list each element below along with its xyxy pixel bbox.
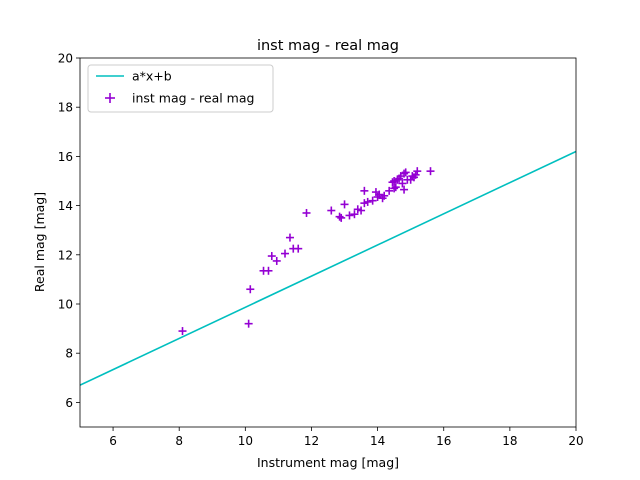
data-point [327,206,336,215]
data-point [281,249,290,258]
plot-frame [79,57,577,428]
data-point [244,319,253,328]
y-tick-label: 16 [58,150,73,164]
data-point [363,197,372,206]
data-point [401,168,410,177]
legend-label-scatter: inst mag - real mag [132,91,254,106]
data-point [357,206,366,215]
data-point [340,200,349,209]
y-axis-label: Real mag [mag] [32,192,47,292]
data-point [368,196,377,205]
legend-marker-swatch [105,93,115,103]
data-point [350,210,359,219]
fit-line [80,150,576,386]
y-axis: 6 8 10 12 14 16 18 20 [58,52,80,410]
x-tick-label: 12 [304,434,319,448]
data-point [385,186,394,195]
x-tick-label: 10 [238,434,253,448]
data-point [272,256,281,265]
x-tick-label: 16 [436,434,451,448]
y-tick-label: 20 [58,52,73,66]
data-point [391,183,400,192]
x-axis-label: Instrument mag [mag] [257,455,399,470]
data-point [426,167,435,176]
x-tick-label: 18 [502,434,517,448]
y-tick-label: 10 [58,298,73,312]
legend-label-line: a*x+b [132,69,172,84]
x-tick-label: 20 [568,434,583,448]
series-layer [80,150,576,386]
data-point [380,191,389,200]
y-tick-label: 12 [58,248,73,262]
data-point [345,211,354,220]
chart-title: inst mag - real mag [257,38,399,54]
legend-box [87,64,274,113]
plot-area [80,58,576,427]
data-point [390,184,399,193]
x-tick-label: 14 [370,434,385,448]
data-point [267,252,276,261]
data-point [413,167,422,176]
data-point [400,169,409,178]
data-point [302,208,311,217]
data-point [264,266,273,275]
y-tick-label: 14 [58,199,73,213]
data-point [246,285,255,294]
data-point [388,178,397,187]
data-point [360,186,369,195]
x-tick-label: 6 [109,434,117,448]
y-tick-label: 8 [65,347,73,361]
data-point [398,179,407,188]
data-point [285,233,294,242]
x-tick-label: 8 [175,434,183,448]
data-point [294,244,303,253]
data-point [178,327,187,336]
data-point [411,170,420,179]
data-point [337,213,346,222]
data-point [335,212,344,221]
legend: a*x+b inst mag - real mag [87,64,274,113]
y-tick-label: 18 [58,101,73,115]
y-tick-label: 6 [65,396,73,410]
data-point [400,185,409,194]
x-axis: 6 8 10 12 14 16 18 20 [109,427,584,448]
